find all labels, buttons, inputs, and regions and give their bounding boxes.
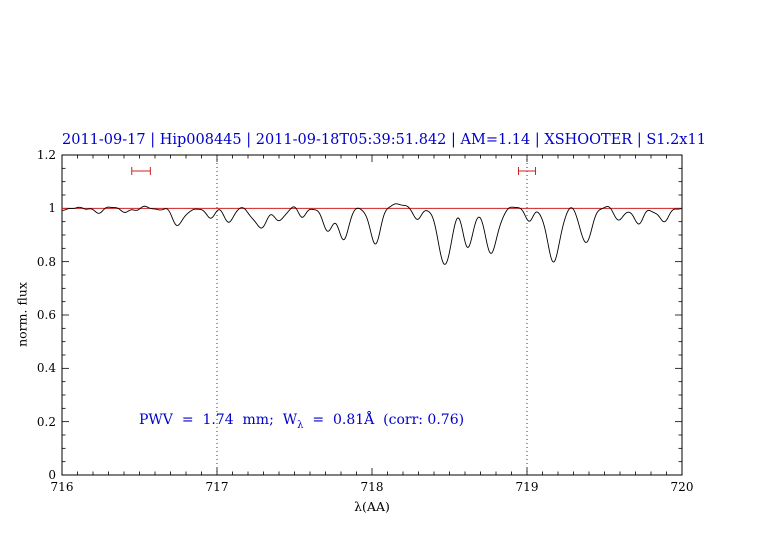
y-tick-label: 1.2	[36, 148, 56, 162]
pwv-annotation-text: = 0.81Å (corr: 0.76)	[303, 412, 465, 428]
x-tick-label: 720	[670, 480, 694, 494]
x-tick-label: 716	[50, 480, 74, 494]
y-tick-label: 0.2	[36, 415, 56, 429]
pwv-annotation-text: PWV = 1.74 mm; W	[139, 412, 298, 428]
y-tick-label: 0	[48, 468, 56, 482]
y-tick-label: 1	[48, 201, 56, 215]
plot-title: 2011-09-17 | Hip008445 | 2011-09-18T05:3…	[62, 132, 706, 148]
y-tick-label: 0.6	[36, 308, 56, 322]
spectrum-line	[61, 203, 683, 265]
plot-frame	[61, 154, 683, 476]
x-tick-label: 717	[205, 480, 229, 494]
pwv-annotation: PWV = 1.74 mm; Wλ = 0.81Å (corr: 0.76)	[139, 412, 464, 431]
x-tick-label: 719	[515, 480, 539, 494]
lambda-subscript: λ	[297, 419, 304, 431]
x-tick-label: 718	[360, 480, 384, 494]
x-axis-label: λ(AA)	[354, 499, 390, 514]
y-tick-label: 0.4	[36, 361, 56, 375]
y-tick-label: 0.8	[36, 255, 56, 269]
